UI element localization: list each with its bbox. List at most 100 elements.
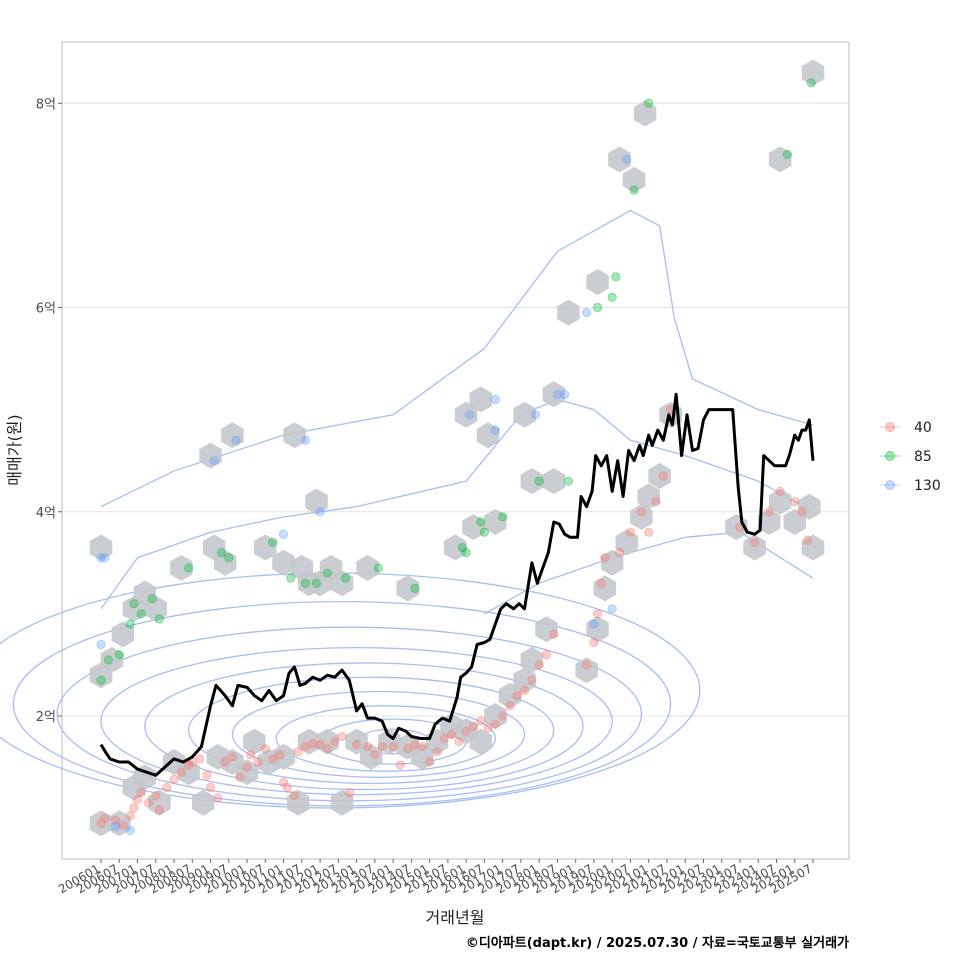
y-tick-label: 8억 (36, 97, 56, 112)
density-contour (231, 690, 526, 778)
hexbin (454, 401, 478, 428)
data-point-40 (410, 740, 420, 750)
hexbin (520, 646, 544, 673)
legend-key-dot (885, 480, 895, 490)
y-axis-ticks: 2억 4억 6억 8억 (36, 97, 62, 725)
data-point-40 (315, 740, 325, 750)
hexbin (108, 810, 131, 837)
hexbin (243, 728, 266, 755)
data-point-85 (806, 78, 816, 88)
data-point-40 (151, 791, 161, 801)
moving-average-layer (99, 392, 815, 777)
data-point-40 (388, 742, 398, 752)
hexbin (235, 759, 259, 786)
data-point-130 (231, 435, 241, 445)
data-point-85 (782, 149, 793, 159)
data-point-40 (362, 742, 373, 752)
data-point-85 (322, 568, 332, 578)
hexbin (542, 381, 565, 408)
data-point-85 (311, 578, 322, 588)
hexbin (356, 554, 379, 581)
data-point-85 (476, 517, 486, 527)
data-point-40 (330, 736, 340, 747)
data-point-85 (341, 573, 351, 583)
data-point-40 (658, 471, 668, 481)
data-point-40 (351, 740, 362, 750)
hexbin (345, 728, 368, 755)
hexbin (768, 488, 792, 515)
hexbin (462, 514, 485, 541)
data-point-40 (253, 757, 263, 767)
data-point-40 (790, 496, 800, 507)
data-point-130 (607, 604, 617, 614)
data-point-40 (527, 675, 537, 685)
data-point-40 (322, 744, 332, 754)
hexbin (801, 59, 825, 86)
hexbin (396, 575, 419, 602)
data-point-85 (611, 272, 621, 282)
caption: ©디아파트(dapt.kr) / 2025.07.30 / 자료=국토교통부 실… (466, 935, 849, 951)
data-point-40 (483, 723, 493, 733)
data-point-40 (260, 744, 270, 754)
data-point-40 (395, 760, 406, 770)
data-point-85 (644, 98, 654, 108)
data-point-40 (268, 754, 278, 764)
data-point-85 (129, 599, 139, 609)
data-point-40 (154, 805, 165, 815)
hexbin (743, 534, 766, 561)
y-tick-label: 6억 (36, 302, 56, 317)
legend: 40 85 130 (880, 420, 941, 494)
data-point-85 (457, 542, 468, 553)
data-point-40 (96, 818, 106, 828)
hexbin (221, 422, 244, 449)
scatter-points (96, 78, 816, 836)
hexbin (272, 549, 295, 576)
hexbin (192, 789, 215, 816)
data-point-130 (315, 507, 325, 517)
data-point-40 (614, 548, 625, 558)
data-point-85 (607, 292, 617, 302)
hexbin (630, 503, 653, 530)
data-point-85 (103, 655, 113, 665)
data-point-40 (582, 660, 592, 670)
data-point-130 (560, 389, 570, 399)
hexbin (476, 422, 500, 449)
data-point-40 (625, 527, 636, 537)
data-point-40 (246, 750, 256, 760)
y-tick-label: 2억 (36, 710, 56, 725)
data-point-40 (461, 726, 471, 736)
data-point-40 (213, 793, 223, 803)
hexbin (170, 554, 193, 581)
data-point-40 (775, 486, 785, 496)
hexbin (359, 743, 383, 770)
legend-key-dot (885, 451, 895, 461)
hexbin (575, 657, 598, 684)
data-point-85 (147, 593, 157, 604)
hexbin (586, 616, 609, 643)
data-point-40 (764, 507, 774, 517)
data-point-40 (644, 527, 654, 537)
hexbin (484, 509, 507, 535)
data-point-40 (202, 770, 212, 780)
hexbin (330, 570, 354, 597)
data-point-85 (114, 650, 124, 660)
data-point-40 (476, 716, 486, 726)
data-point-40 (169, 774, 179, 784)
data-point-85 (125, 619, 135, 629)
hexbin (798, 493, 821, 520)
data-point-85 (534, 476, 544, 486)
data-point-40 (220, 757, 230, 767)
data-point-40 (205, 782, 216, 793)
hexbin (177, 759, 200, 786)
hexbin (783, 509, 806, 535)
data-point-85 (563, 476, 573, 486)
hexbin (513, 401, 536, 428)
data-point-40 (275, 750, 285, 760)
density-contour (187, 676, 555, 785)
data-point-40 (468, 721, 479, 731)
data-point-40 (132, 795, 143, 805)
data-point-40 (370, 750, 380, 760)
hexbin (411, 743, 434, 770)
data-point-40 (118, 820, 128, 830)
